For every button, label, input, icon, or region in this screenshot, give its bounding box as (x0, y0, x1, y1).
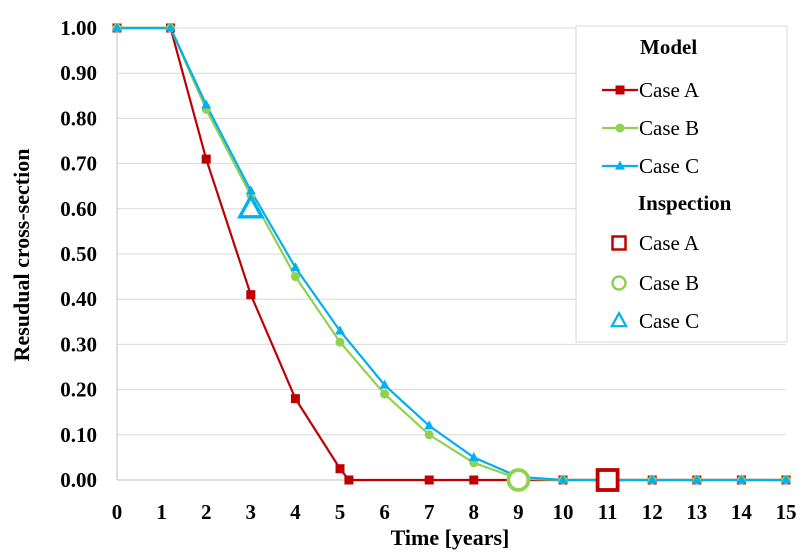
x-tick-label: 6 (379, 500, 390, 524)
legend-inspection-case-a-label: Case A (639, 231, 700, 255)
x-tick-label: 5 (335, 500, 346, 524)
model-case-c-point (691, 474, 702, 484)
legend-box (575, 25, 788, 343)
x-tick-label: 1 (156, 500, 167, 524)
model-case-c-point (468, 452, 479, 461)
model-case-b-point (335, 337, 345, 347)
y-tick-label: 0.60 (60, 197, 97, 221)
x-tick-label: 8 (469, 500, 480, 524)
model-case-a-point (344, 475, 354, 485)
y-tick-labels: 0.00 0.10 0.20 0.30 0.40 0.50 0.60 0.70 0.80 0.90… (60, 16, 97, 492)
model-case-a-point (424, 475, 434, 485)
inspection-case-c-point (236, 193, 265, 219)
legend-inspection-case-a-swatch-marker (611, 235, 627, 251)
x-tick-label: 11 (598, 500, 618, 524)
y-tick-label: 0.10 (60, 423, 97, 447)
model-case-c-point (736, 474, 747, 484)
x-tick-label: 3 (246, 500, 257, 524)
y-tick-label: 1.00 (60, 16, 97, 40)
model-case-c-point (112, 22, 122, 32)
legend: Model Inspection Case A Case B Case C Case … (575, 25, 788, 343)
x-tick-label: 9 (513, 500, 524, 524)
legend-model-case-b-label: Case B (639, 116, 699, 140)
model-case-c-point (781, 474, 791, 484)
inspection-case-a-point (595, 468, 620, 492)
legend-inspection-case-c-label: Case C (639, 309, 699, 333)
x-axis-title: Time [years] (391, 525, 510, 550)
model-case-c-point (558, 474, 568, 484)
legend-model-case-c-label: Case C (639, 154, 699, 178)
y-tick-label: 0.50 (60, 242, 97, 266)
model-case-b-point (380, 389, 390, 399)
model-case-c-point (290, 262, 301, 272)
model-case-b-point (424, 430, 434, 440)
model-case-c-point (424, 420, 435, 430)
x-tick-label: 10 (553, 500, 574, 524)
legend-model-case-a-swatch-marker (615, 85, 625, 95)
model-case-c-point (335, 325, 345, 335)
legend-model-case-a-label: Case A (639, 78, 700, 102)
model-case-c-point (647, 474, 658, 484)
y-tick-label: 0.90 (60, 61, 97, 85)
model-case-c-point (379, 379, 390, 389)
legend-model-case-b-swatch-marker (615, 123, 625, 133)
series-lines (117, 26, 786, 482)
model-case-c-point (201, 99, 212, 109)
y-tick-label: 0.40 (60, 287, 97, 311)
x-tick-label: 13 (686, 500, 707, 524)
x-tick-label: 0 (112, 500, 123, 524)
model-case-c-point (165, 22, 176, 32)
x-tick-label: 14 (731, 500, 753, 524)
y-axis-title: Resudual cross-section (9, 149, 34, 362)
y-tick-label: 0.70 (60, 152, 97, 176)
model-case-c-line (117, 26, 786, 482)
legend-inspection-case-b-label: Case B (639, 271, 699, 295)
x-tick-label: 7 (424, 500, 435, 524)
legend-model-heading: Model (640, 35, 697, 59)
model-case-a-point (290, 394, 300, 404)
model-case-a-point (201, 154, 211, 164)
legend-inspection-case-b-swatch-marker (611, 275, 627, 291)
model-case-a-point (335, 464, 345, 474)
x-tick-label: 4 (290, 500, 301, 524)
model-case-c-point (245, 185, 256, 195)
model-case-b-point (290, 272, 300, 282)
series-markers (112, 22, 791, 492)
x-tick-label: 12 (642, 500, 663, 524)
model-case-a-point (246, 290, 256, 300)
x-tick-labels: 0 1 2 3 4 5 6 7 8 9 10 11 12 13 14 15 (112, 500, 797, 524)
inspection-case-b-point (506, 468, 531, 492)
y-tick-label: 0.00 (60, 468, 97, 492)
legend-inspection-case-c-swatch-marker (609, 310, 629, 328)
x-tick-label: 15 (776, 500, 797, 524)
y-tick-label: 0.20 (60, 378, 97, 402)
y-tick-label: 0.80 (60, 106, 97, 130)
y-tick-label: 0.30 (60, 332, 97, 356)
legend-inspection-heading: Inspection (638, 191, 732, 215)
x-tick-label: 2 (201, 500, 212, 524)
model-case-a-point (469, 475, 479, 485)
legend-model-case-c-swatch-marker (615, 160, 625, 170)
